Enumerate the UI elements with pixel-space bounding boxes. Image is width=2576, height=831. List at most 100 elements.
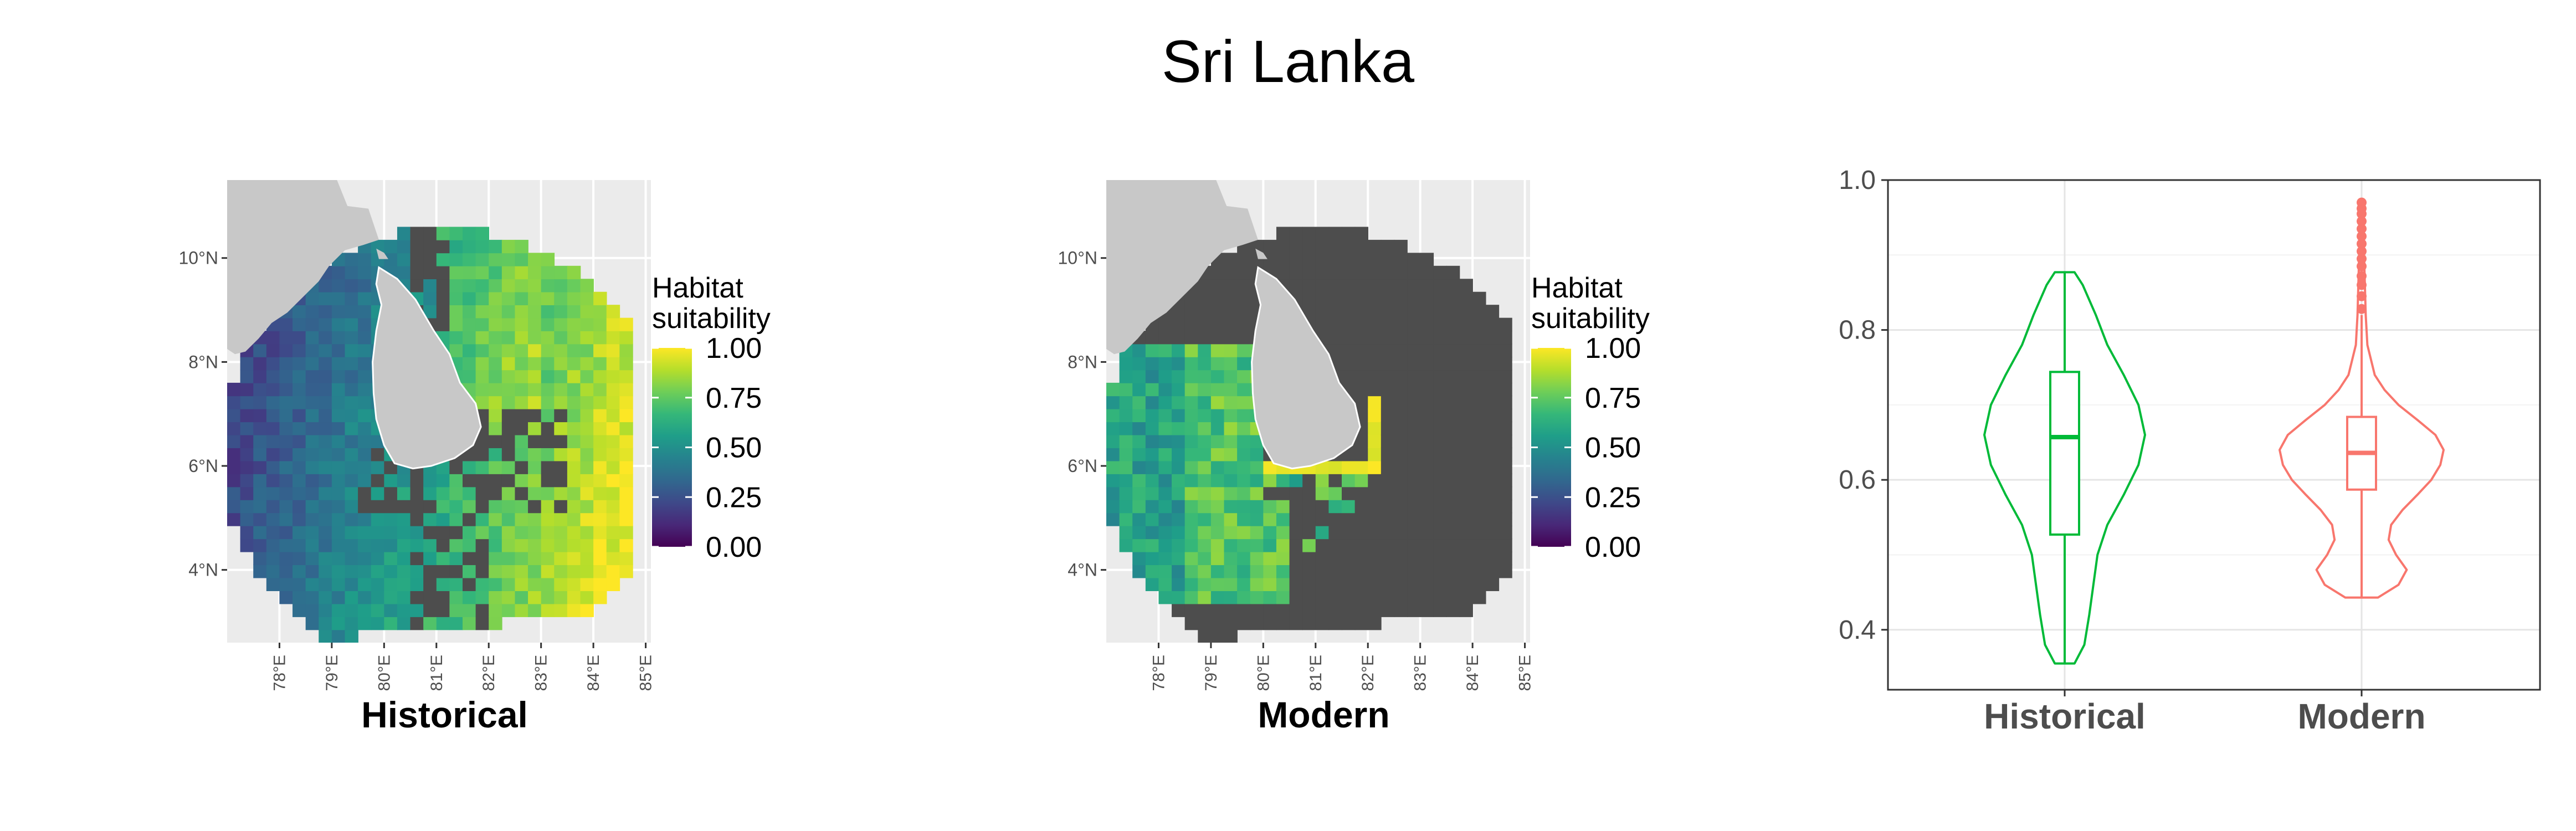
raster-cell — [331, 538, 346, 552]
outlier-point — [2357, 231, 2367, 242]
raster-cell — [1198, 486, 1212, 500]
y-tick-label: 6°N — [1068, 456, 1097, 476]
raster-cell — [1485, 343, 1500, 357]
raster-cell — [1459, 538, 1473, 552]
raster-cell — [319, 565, 332, 578]
raster-cell — [279, 512, 293, 526]
y-tick-label: 0.4 — [1839, 615, 1876, 645]
raster-cell — [410, 512, 424, 526]
raster-cell — [331, 382, 346, 397]
raster-cell — [1459, 525, 1473, 540]
colorbar-tick-label: 0.00 — [1585, 531, 1641, 563]
raster-cell — [1276, 551, 1290, 566]
raster-cell — [567, 565, 581, 578]
raster-cell — [345, 629, 358, 643]
raster-cell — [501, 317, 516, 331]
raster-cell — [515, 253, 528, 266]
raster-cell — [1172, 422, 1186, 435]
raster-cell — [1499, 370, 1512, 383]
india-landmass — [1106, 180, 1258, 355]
x-tick-label: 84°E — [1464, 655, 1482, 691]
raster-cell — [1224, 291, 1238, 305]
raster-cell — [1446, 434, 1460, 448]
raster-cell — [1433, 538, 1447, 552]
raster-cell — [1381, 512, 1395, 526]
raster-cell — [1459, 305, 1473, 319]
raster-cell — [1198, 422, 1212, 435]
raster-cell — [1145, 551, 1159, 566]
raster-cell — [331, 370, 346, 383]
raster-cell — [1263, 253, 1277, 266]
raster-cell — [319, 474, 332, 488]
raster-cell — [384, 239, 398, 254]
raster-cell — [501, 603, 516, 617]
raster-cell — [541, 370, 555, 383]
raster-cell — [1381, 591, 1395, 604]
raster-cell — [1224, 603, 1238, 617]
raster-cell — [1354, 291, 1369, 305]
raster-cell — [1381, 408, 1395, 423]
raster-cell — [1354, 565, 1369, 578]
raster-cell — [1472, 577, 1486, 591]
raster-cell — [1198, 538, 1212, 552]
x-tick-label: 81°E — [1307, 655, 1325, 691]
raster-cell — [1446, 343, 1460, 357]
raster-cell — [371, 448, 385, 461]
raster-cell — [1263, 565, 1277, 578]
raster-cell — [279, 486, 293, 500]
raster-cell — [1237, 434, 1251, 448]
raster-cell — [463, 551, 476, 566]
raster-cell — [319, 525, 332, 540]
raster-cell — [489, 474, 502, 488]
legend-title-line: suitability — [652, 302, 771, 335]
raster-cell — [489, 551, 502, 566]
raster-cell — [580, 460, 594, 474]
raster-cell — [515, 239, 528, 254]
raster-cell — [1472, 291, 1486, 305]
raster-cell — [1250, 486, 1264, 500]
raster-cell — [253, 486, 267, 500]
raster-cell — [554, 422, 568, 435]
raster-cell — [619, 448, 633, 461]
raster-cell — [1472, 474, 1486, 488]
raster-cell — [1499, 422, 1512, 435]
raster-cell — [515, 486, 528, 500]
raster-cell — [1276, 486, 1290, 500]
raster-cell — [528, 538, 542, 552]
raster-cell — [305, 370, 320, 383]
raster-cell — [293, 486, 306, 500]
raster-cell — [1289, 227, 1303, 240]
raster-cell — [1433, 460, 1447, 474]
raster-cell — [1172, 396, 1186, 409]
raster-cell — [1354, 356, 1369, 371]
raster-cell — [1485, 460, 1500, 474]
raster-cell — [567, 591, 581, 604]
raster-cell — [1381, 603, 1395, 617]
raster-cell — [1368, 460, 1382, 474]
raster-cell — [1485, 408, 1500, 423]
raster-cell — [1433, 565, 1447, 578]
raster-cell — [305, 603, 320, 617]
raster-cell — [449, 565, 463, 578]
raster-cell — [1433, 317, 1447, 331]
raster-cell — [1106, 499, 1120, 514]
raster-cell — [1354, 525, 1369, 540]
raster-cell — [606, 460, 620, 474]
x-tick-label: 84°E — [584, 655, 603, 691]
raster-cell — [1250, 474, 1264, 488]
raster-cell — [1499, 486, 1512, 500]
raster-cell — [1119, 396, 1133, 409]
raster-cell — [1198, 279, 1212, 293]
raster-cell — [345, 512, 358, 526]
raster-cell — [528, 331, 542, 345]
raster-cell — [1354, 370, 1369, 383]
raster-cell — [371, 486, 385, 500]
raster-cell — [1315, 551, 1330, 566]
raster-cell — [1237, 279, 1251, 293]
raster-cell — [501, 591, 516, 604]
raster-cell — [1433, 279, 1447, 293]
violin-panel-background — [1888, 180, 2540, 690]
raster-cell — [1368, 512, 1382, 526]
raster-cell — [515, 460, 528, 474]
